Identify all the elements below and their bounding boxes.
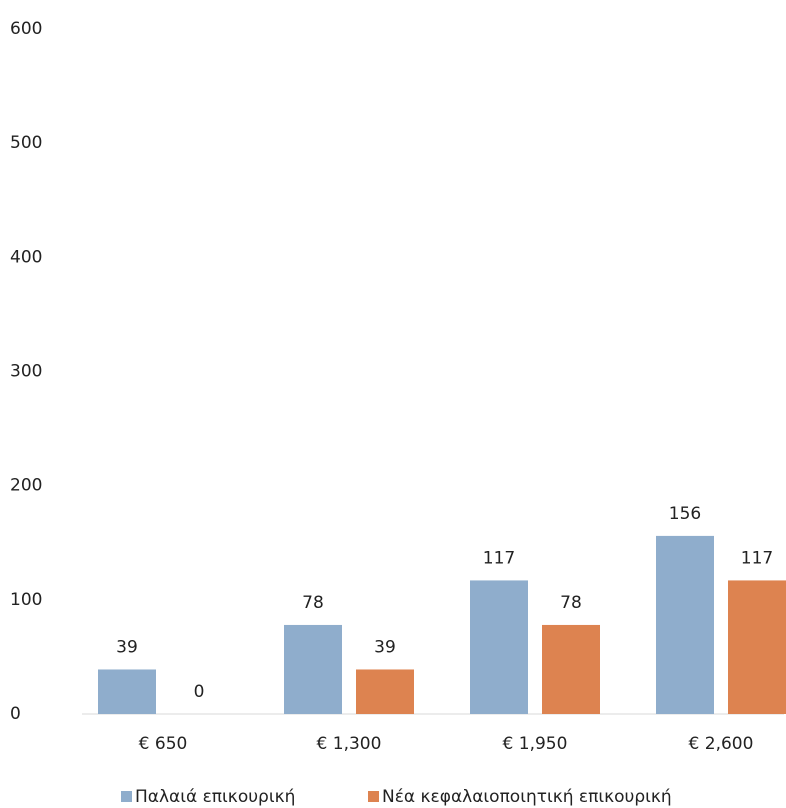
x-tick-label: € 1,300 xyxy=(317,734,382,754)
bar xyxy=(470,580,528,714)
y-tick-label: 100 xyxy=(10,590,42,610)
bar xyxy=(284,624,342,714)
value-label: 117 xyxy=(483,548,515,568)
y-tick-label: 200 xyxy=(10,476,42,496)
value-label: 78 xyxy=(302,593,324,613)
value-label: 156 xyxy=(669,504,701,524)
x-tick-label: € 2,600 xyxy=(689,734,754,754)
value-label: 39 xyxy=(374,637,396,657)
legend-label: Παλαιά επικουρική xyxy=(135,787,295,807)
value-label: 0 xyxy=(194,682,205,702)
legend-swatch xyxy=(368,791,379,802)
bar xyxy=(98,669,156,714)
value-label: 39 xyxy=(116,637,138,657)
x-tick-label: € 1,950 xyxy=(503,734,568,754)
value-label: 117 xyxy=(741,548,773,568)
bar xyxy=(656,535,714,714)
legend-label: Νέα κεφαλαιοποιητική επικουρική xyxy=(382,787,672,807)
x-tick-label: € 650 xyxy=(139,734,188,754)
bar xyxy=(542,624,600,714)
value-label: 78 xyxy=(560,593,582,613)
y-tick-label: 300 xyxy=(10,362,42,382)
y-tick-label: 500 xyxy=(10,133,42,153)
y-tick-label: 0 xyxy=(10,704,21,724)
bar xyxy=(356,669,414,714)
y-tick-label: 600 xyxy=(10,19,42,39)
bar xyxy=(728,580,786,714)
legend-swatch xyxy=(121,791,132,802)
y-tick-label: 400 xyxy=(10,247,42,267)
